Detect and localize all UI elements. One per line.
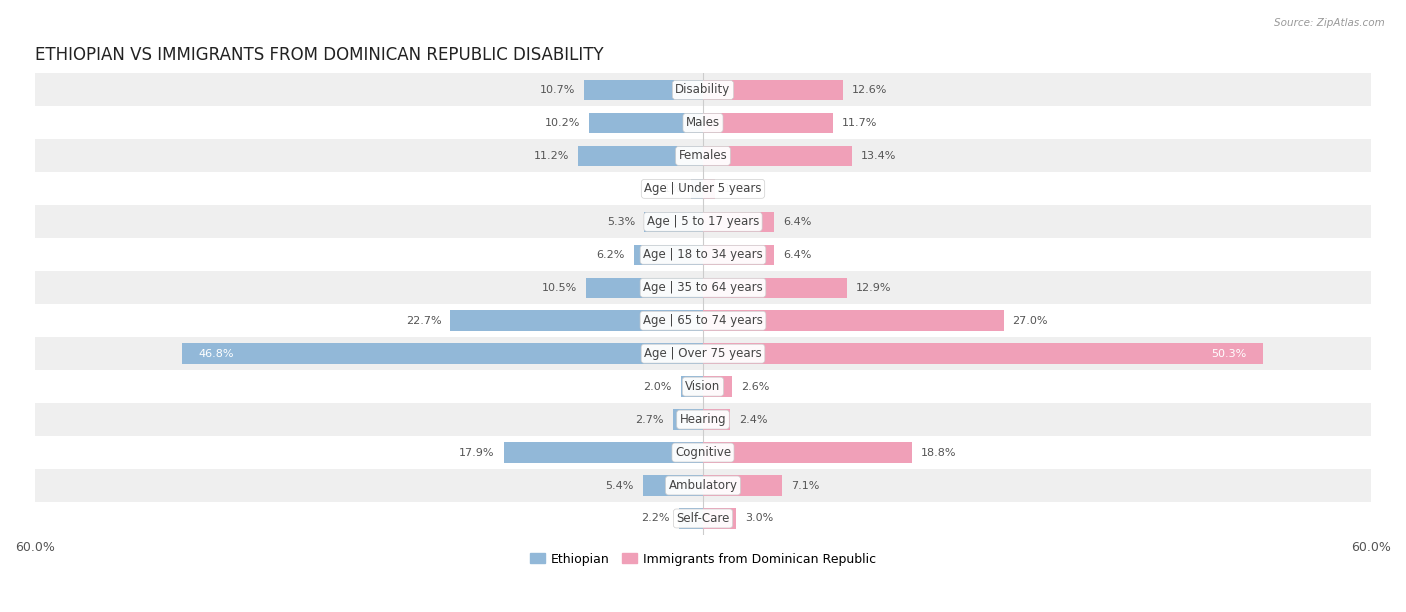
Text: Source: ZipAtlas.com: Source: ZipAtlas.com (1274, 18, 1385, 28)
Text: 2.7%: 2.7% (636, 414, 664, 425)
Text: ETHIOPIAN VS IMMIGRANTS FROM DOMINICAN REPUBLIC DISABILITY: ETHIOPIAN VS IMMIGRANTS FROM DOMINICAN R… (35, 46, 603, 64)
Text: 2.0%: 2.0% (644, 382, 672, 392)
Bar (703, 245, 775, 265)
Bar (681, 376, 703, 397)
Text: Age | 18 to 34 years: Age | 18 to 34 years (643, 248, 763, 261)
Text: 3.0%: 3.0% (745, 513, 773, 523)
Text: Hearing: Hearing (679, 413, 727, 426)
Text: 18.8%: 18.8% (921, 447, 956, 458)
Bar (703, 376, 733, 397)
Bar (583, 80, 703, 100)
Bar (35, 173, 1371, 206)
Bar (703, 310, 1004, 331)
Text: 6.4%: 6.4% (783, 250, 811, 259)
Bar (181, 343, 703, 364)
Bar (35, 436, 1371, 469)
Text: 10.5%: 10.5% (541, 283, 578, 293)
Bar (703, 343, 1263, 364)
Text: Age | Under 5 years: Age | Under 5 years (644, 182, 762, 195)
Text: 50.3%: 50.3% (1211, 349, 1246, 359)
Text: Disability: Disability (675, 83, 731, 97)
Text: 13.4%: 13.4% (860, 151, 897, 161)
Text: 1.1%: 1.1% (654, 184, 682, 194)
Text: Ambulatory: Ambulatory (668, 479, 738, 492)
Text: Age | 35 to 64 years: Age | 35 to 64 years (643, 282, 763, 294)
Bar (703, 476, 782, 496)
Text: 10.2%: 10.2% (546, 118, 581, 128)
Bar (703, 409, 730, 430)
Bar (703, 442, 912, 463)
Bar (35, 469, 1371, 502)
Bar (35, 502, 1371, 535)
Bar (35, 238, 1371, 271)
Bar (35, 304, 1371, 337)
Text: 6.4%: 6.4% (783, 217, 811, 227)
Bar (578, 146, 703, 166)
Text: Age | 65 to 74 years: Age | 65 to 74 years (643, 314, 763, 327)
Bar (586, 277, 703, 298)
Text: 5.3%: 5.3% (607, 217, 636, 227)
Bar (703, 179, 716, 199)
Text: Age | 5 to 17 years: Age | 5 to 17 years (647, 215, 759, 228)
Bar (450, 310, 703, 331)
Legend: Ethiopian, Immigrants from Dominican Republic: Ethiopian, Immigrants from Dominican Rep… (530, 553, 876, 565)
Bar (35, 140, 1371, 173)
Text: 7.1%: 7.1% (792, 480, 820, 490)
Bar (703, 212, 775, 232)
Text: 22.7%: 22.7% (406, 316, 441, 326)
Text: Cognitive: Cognitive (675, 446, 731, 459)
Bar (35, 206, 1371, 238)
Text: 12.6%: 12.6% (852, 85, 887, 95)
Text: 11.2%: 11.2% (534, 151, 569, 161)
Bar (35, 337, 1371, 370)
Text: 6.2%: 6.2% (596, 250, 626, 259)
Text: 1.1%: 1.1% (724, 184, 752, 194)
Bar (634, 245, 703, 265)
Bar (703, 146, 852, 166)
Bar (589, 113, 703, 133)
Text: 46.8%: 46.8% (198, 349, 235, 359)
Bar (643, 476, 703, 496)
Bar (703, 113, 834, 133)
Bar (690, 179, 703, 199)
Text: 11.7%: 11.7% (842, 118, 877, 128)
Text: 12.9%: 12.9% (855, 283, 891, 293)
Bar (644, 212, 703, 232)
Bar (703, 508, 737, 529)
Text: 10.7%: 10.7% (540, 85, 575, 95)
Text: 2.2%: 2.2% (641, 513, 669, 523)
Bar (35, 370, 1371, 403)
Text: 27.0%: 27.0% (1012, 316, 1047, 326)
Text: 2.4%: 2.4% (738, 414, 768, 425)
Bar (503, 442, 703, 463)
Text: 2.6%: 2.6% (741, 382, 769, 392)
Text: 17.9%: 17.9% (460, 447, 495, 458)
Text: Males: Males (686, 116, 720, 129)
Text: Age | Over 75 years: Age | Over 75 years (644, 347, 762, 360)
Text: Vision: Vision (685, 380, 721, 393)
Bar (35, 73, 1371, 106)
Text: Self-Care: Self-Care (676, 512, 730, 525)
Bar (35, 106, 1371, 140)
Text: Females: Females (679, 149, 727, 162)
Text: 5.4%: 5.4% (606, 480, 634, 490)
Bar (673, 409, 703, 430)
Bar (35, 271, 1371, 304)
Bar (703, 277, 846, 298)
Bar (703, 80, 844, 100)
Bar (35, 403, 1371, 436)
Bar (679, 508, 703, 529)
